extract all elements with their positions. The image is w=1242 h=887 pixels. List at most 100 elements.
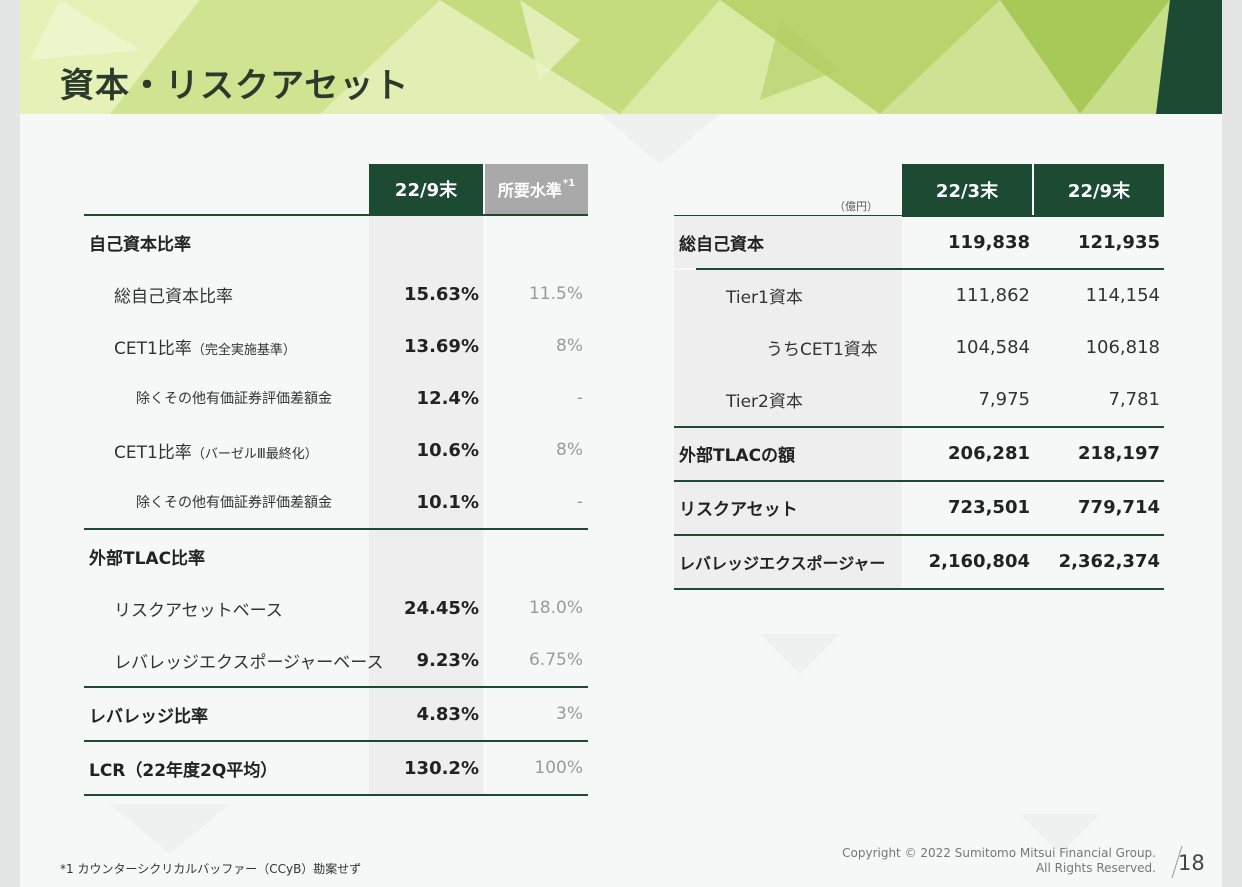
row-value: 130.2%: [404, 757, 479, 779]
row-label: 除くその他有価証券評価差額金: [136, 391, 332, 407]
row-required: 8%: [556, 440, 583, 460]
row-label: リスクアセットベース: [114, 600, 283, 621]
unit-label: （億円）: [834, 200, 878, 213]
table-row: うちCET1資本 104,584 106,818: [674, 321, 1164, 374]
row-value-22-9: 779,714: [1078, 497, 1160, 518]
row-value: 10.1%: [416, 491, 479, 513]
row-label: 自己資本比率: [89, 234, 191, 255]
table-row: レバレッジ比率 4.83% 3%: [84, 688, 588, 740]
table-row: レバレッジエクスポージャー 2,160,804 2,362,374: [674, 535, 1164, 588]
divider: [84, 686, 588, 688]
header-banner: 資本・リスクアセット: [20, 0, 1222, 114]
background-pattern: [110, 114, 1100, 854]
table-row: CET1比率（完全実施基準） 13.69% 8%: [84, 320, 588, 372]
copyright-line2: All Rights Reserved.: [1035, 861, 1156, 875]
row-label: レバレッジ比率: [89, 706, 208, 727]
row-label-main: CET1比率: [114, 338, 192, 359]
row-value: 12.4%: [416, 387, 479, 409]
table-row: 総自己資本比率 15.63% 11.5%: [84, 268, 588, 320]
row-required: 6.75%: [528, 650, 583, 670]
footnote-marker: *1: [562, 177, 576, 189]
row-value-22-9: 114,154: [1085, 285, 1160, 306]
row-label: うちCET1資本: [766, 340, 878, 360]
table-row: Tier1資本 111,862 114,154: [674, 269, 1164, 322]
row-value-22-9: 7,781: [1108, 389, 1160, 410]
divider: [84, 214, 588, 216]
table-row: 除くその他有価証券評価差額金 12.4% -: [84, 372, 588, 424]
row-value-22-3: 7,975: [978, 389, 1030, 410]
footnote: *1 カウンターシクリカルバッファー（CCyB）勘案せず: [60, 862, 362, 876]
row-value: 15.63%: [404, 283, 479, 305]
page-title: 資本・リスクアセット: [60, 66, 410, 106]
column-header-22-3: 22/3末: [902, 164, 1032, 215]
divider: [84, 528, 588, 530]
table-row: 外部TLACの額 206,281 218,197: [674, 427, 1164, 480]
row-label: レバレッジエクスポージャー: [679, 553, 886, 573]
table-row: 外部TLAC比率: [84, 530, 588, 582]
table-row: 総自己資本 119,838 121,935: [674, 216, 1164, 268]
row-label: Tier1資本: [726, 288, 803, 308]
banner-pattern: [20, 0, 1222, 114]
table-header: （億円） 22/3末 22/9末: [674, 164, 1164, 217]
row-value-22-3: 2,160,804: [928, 551, 1030, 572]
row-required: 3%: [556, 704, 583, 724]
column-header-22-9: 22/9末: [369, 164, 483, 214]
row-label: LCR（22年度2Q平均）: [89, 760, 278, 781]
divider: [84, 794, 588, 796]
required-label: 所要水準: [497, 181, 562, 200]
divider: [696, 268, 1164, 270]
row-value-22-9: 106,818: [1085, 337, 1160, 358]
slide: 資本・リスクアセット 22/9末 所要水準 *1 自己資本比率 総自己資本比率 1…: [20, 0, 1222, 887]
capital-amount-table: （億円） 22/3末 22/9末 総自己資本 119,838 121,935 T…: [674, 164, 1164, 590]
row-value-22-3: 104,584: [955, 337, 1030, 358]
divider: [674, 479, 1164, 482]
row-required: 100%: [534, 758, 583, 778]
row-required: 8%: [556, 336, 583, 356]
row-label: リスクアセット: [679, 500, 798, 520]
row-value-22-3: 206,281: [948, 443, 1030, 464]
table-row: 自己資本比率: [84, 216, 588, 268]
table-row: CET1比率（バーゼルⅢ最終化） 10.6% 8%: [84, 424, 588, 476]
row-required: 11.5%: [528, 284, 583, 304]
table-row: レバレッジエクスポージャーベース 9.23% 6.75%: [84, 634, 588, 686]
table-row: LCR（22年度2Q平均） 130.2% 100%: [84, 742, 588, 794]
copyright-line1: Copyright © 2022 Sumitomo Mitsui Financi…: [842, 846, 1156, 860]
column-header-22-9: 22/9末: [1034, 164, 1164, 215]
row-label: レバレッジエクスポージャーベース: [114, 652, 384, 673]
row-label: CET1比率（完全実施基準）: [114, 334, 296, 359]
divider: [674, 533, 1164, 536]
row-value-22-9: 2,362,374: [1058, 551, 1160, 572]
row-label: 総自己資本: [679, 234, 764, 255]
row-label: Tier2資本: [726, 392, 803, 412]
divider: [84, 740, 588, 742]
row-value-22-9: 218,197: [1078, 443, 1160, 464]
row-value: 24.45%: [404, 597, 479, 619]
row-label-note: （バーゼルⅢ最終化）: [191, 446, 318, 462]
table-row: Tier2資本 7,975 7,781: [674, 373, 1164, 426]
row-label-note: （完全実施基準）: [191, 342, 296, 358]
row-label-main: CET1比率: [114, 442, 192, 463]
row-label: 総自己資本比率: [114, 286, 233, 307]
row-value-22-3: 723,501: [948, 497, 1030, 518]
table-header: 22/9末 所要水準 *1: [84, 164, 588, 216]
page-number: 18: [1178, 851, 1205, 875]
divider: [674, 215, 1164, 217]
capital-ratio-table: 22/9末 所要水準 *1 自己資本比率 総自己資本比率 15.63% 11.5%…: [84, 164, 588, 796]
table-row: 除くその他有価証券評価差額金 10.1% -: [84, 476, 588, 528]
row-required: -: [576, 492, 583, 512]
row-label: 外部TLACの額: [679, 446, 796, 466]
row-value: 9.23%: [416, 649, 479, 671]
row-required: -: [576, 388, 583, 408]
table-row: リスクアセット 723,501 779,714: [674, 481, 1164, 534]
row-required: 18.0%: [528, 598, 583, 618]
page-divider: [1171, 845, 1183, 879]
divider: [674, 425, 1164, 428]
row-value-22-9: 121,935: [1078, 231, 1160, 253]
row-value: 4.83%: [416, 703, 479, 725]
row-value: 10.6%: [416, 439, 479, 461]
row-label: 外部TLAC比率: [89, 548, 206, 569]
copyright: Copyright © 2022 Sumitomo Mitsui Financi…: [842, 846, 1156, 876]
table-row: リスクアセットベース 24.45% 18.0%: [84, 582, 588, 634]
row-value: 13.69%: [404, 335, 479, 357]
row-label: CET1比率（バーゼルⅢ最終化）: [114, 438, 318, 463]
